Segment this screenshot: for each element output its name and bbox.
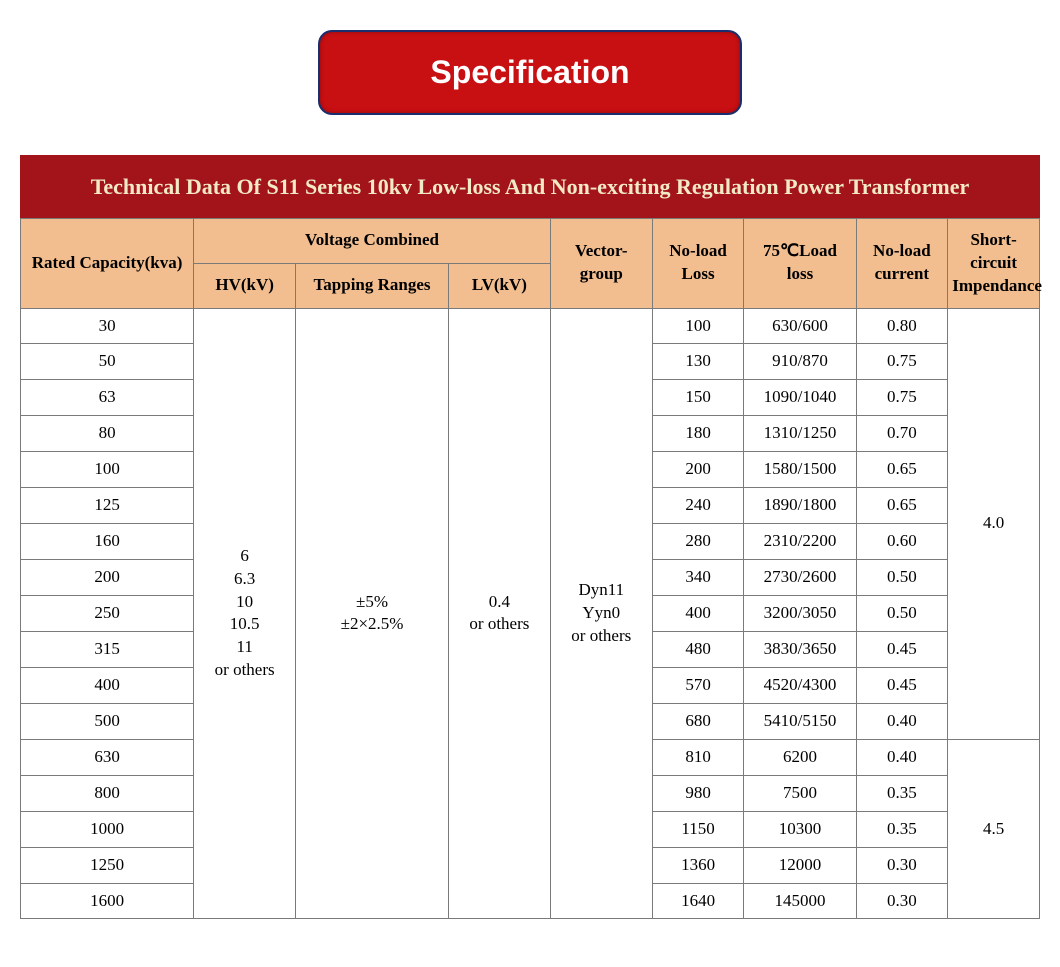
cell-nl: 340 (652, 560, 744, 596)
cell-impedance-a: 4.0 (948, 308, 1040, 739)
table-title: Technical Data Of S11 Series 10kv Low-lo… (21, 156, 1040, 219)
col-hv: HV(kV) (194, 263, 296, 308)
cell-ll: 1580/1500 (744, 452, 856, 488)
col-noload-loss: No-load Loss (652, 218, 744, 308)
cell-shared-hv: 6 6.3 10 10.5 11 or others (194, 308, 296, 919)
cell-capacity: 200 (21, 560, 194, 596)
cell-capacity: 1600 (21, 883, 194, 919)
cell-nl: 680 (652, 703, 744, 739)
cell-capacity: 800 (21, 775, 194, 811)
cell-capacity: 1250 (21, 847, 194, 883)
cell-capacity: 630 (21, 739, 194, 775)
cell-nc: 0.45 (856, 667, 948, 703)
cell-nc: 0.70 (856, 416, 948, 452)
cell-capacity: 80 (21, 416, 194, 452)
cell-shared-vector: Dyn11 Yyn0 or others (550, 308, 652, 919)
col-lv: LV(kV) (448, 263, 550, 308)
cell-ll: 10300 (744, 811, 856, 847)
cell-ll: 7500 (744, 775, 856, 811)
spec-badge: Specification (318, 30, 742, 115)
cell-nl: 280 (652, 524, 744, 560)
cell-capacity: 100 (21, 452, 194, 488)
cell-nl: 480 (652, 631, 744, 667)
cell-nc: 0.45 (856, 631, 948, 667)
cell-capacity: 63 (21, 380, 194, 416)
cell-ll: 6200 (744, 739, 856, 775)
cell-nc: 0.75 (856, 344, 948, 380)
table-row: 306 6.3 10 10.5 11 or others±5% ±2×2.5%0… (21, 308, 1040, 344)
cell-nc: 0.75 (856, 380, 948, 416)
cell-capacity: 160 (21, 524, 194, 560)
col-vector: Vector- group (550, 218, 652, 308)
cell-nl: 240 (652, 488, 744, 524)
col-load-loss: 75℃Load loss (744, 218, 856, 308)
cell-nc: 0.35 (856, 775, 948, 811)
spec-table: Technical Data Of S11 Series 10kv Low-lo… (20, 155, 1040, 919)
cell-nc: 0.65 (856, 452, 948, 488)
cell-impedance-b: 4.5 (948, 739, 1040, 919)
cell-nl: 810 (652, 739, 744, 775)
table-title-row: Technical Data Of S11 Series 10kv Low-lo… (21, 156, 1040, 219)
cell-ll: 12000 (744, 847, 856, 883)
col-tapping: Tapping Ranges (296, 263, 449, 308)
cell-capacity: 1000 (21, 811, 194, 847)
cell-ll: 1090/1040 (744, 380, 856, 416)
cell-nl: 1640 (652, 883, 744, 919)
cell-ll: 145000 (744, 883, 856, 919)
col-noload-current: No-load current (856, 218, 948, 308)
cell-nl: 570 (652, 667, 744, 703)
cell-ll: 1890/1800 (744, 488, 856, 524)
cell-nc: 0.65 (856, 488, 948, 524)
cell-nl: 180 (652, 416, 744, 452)
cell-ll: 2310/2200 (744, 524, 856, 560)
cell-shared-lv: 0.4 or others (448, 308, 550, 919)
cell-capacity: 50 (21, 344, 194, 380)
col-impedance: Short-circuit Impendance (948, 218, 1040, 308)
cell-capacity: 315 (21, 631, 194, 667)
col-voltage-combined: Voltage Combined (194, 218, 551, 263)
cell-nl: 150 (652, 380, 744, 416)
cell-capacity: 30 (21, 308, 194, 344)
cell-nc: 0.60 (856, 524, 948, 560)
cell-ll: 630/600 (744, 308, 856, 344)
table-body: 306 6.3 10 10.5 11 or others±5% ±2×2.5%0… (21, 308, 1040, 919)
cell-ll: 910/870 (744, 344, 856, 380)
cell-nl: 1360 (652, 847, 744, 883)
cell-nl: 980 (652, 775, 744, 811)
cell-nl: 130 (652, 344, 744, 380)
cell-capacity: 125 (21, 488, 194, 524)
cell-nc: 0.40 (856, 703, 948, 739)
cell-nl: 200 (652, 452, 744, 488)
cell-shared-tapping: ±5% ±2×2.5% (296, 308, 449, 919)
cell-nc: 0.80 (856, 308, 948, 344)
col-rated-capacity: Rated Capacity(kva) (21, 218, 194, 308)
cell-nl: 100 (652, 308, 744, 344)
cell-nl: 1150 (652, 811, 744, 847)
cell-nc: 0.50 (856, 596, 948, 632)
cell-ll: 4520/4300 (744, 667, 856, 703)
cell-ll: 3200/3050 (744, 596, 856, 632)
cell-nc: 0.50 (856, 560, 948, 596)
cell-ll: 5410/5150 (744, 703, 856, 739)
cell-ll: 1310/1250 (744, 416, 856, 452)
cell-nc: 0.35 (856, 811, 948, 847)
cell-nc: 0.40 (856, 739, 948, 775)
cell-capacity: 500 (21, 703, 194, 739)
cell-ll: 2730/2600 (744, 560, 856, 596)
cell-ll: 3830/3650 (744, 631, 856, 667)
header-row-1: Rated Capacity(kva) Voltage Combined Vec… (21, 218, 1040, 263)
cell-nl: 400 (652, 596, 744, 632)
cell-nc: 0.30 (856, 847, 948, 883)
cell-capacity: 400 (21, 667, 194, 703)
cell-nc: 0.30 (856, 883, 948, 919)
cell-capacity: 250 (21, 596, 194, 632)
